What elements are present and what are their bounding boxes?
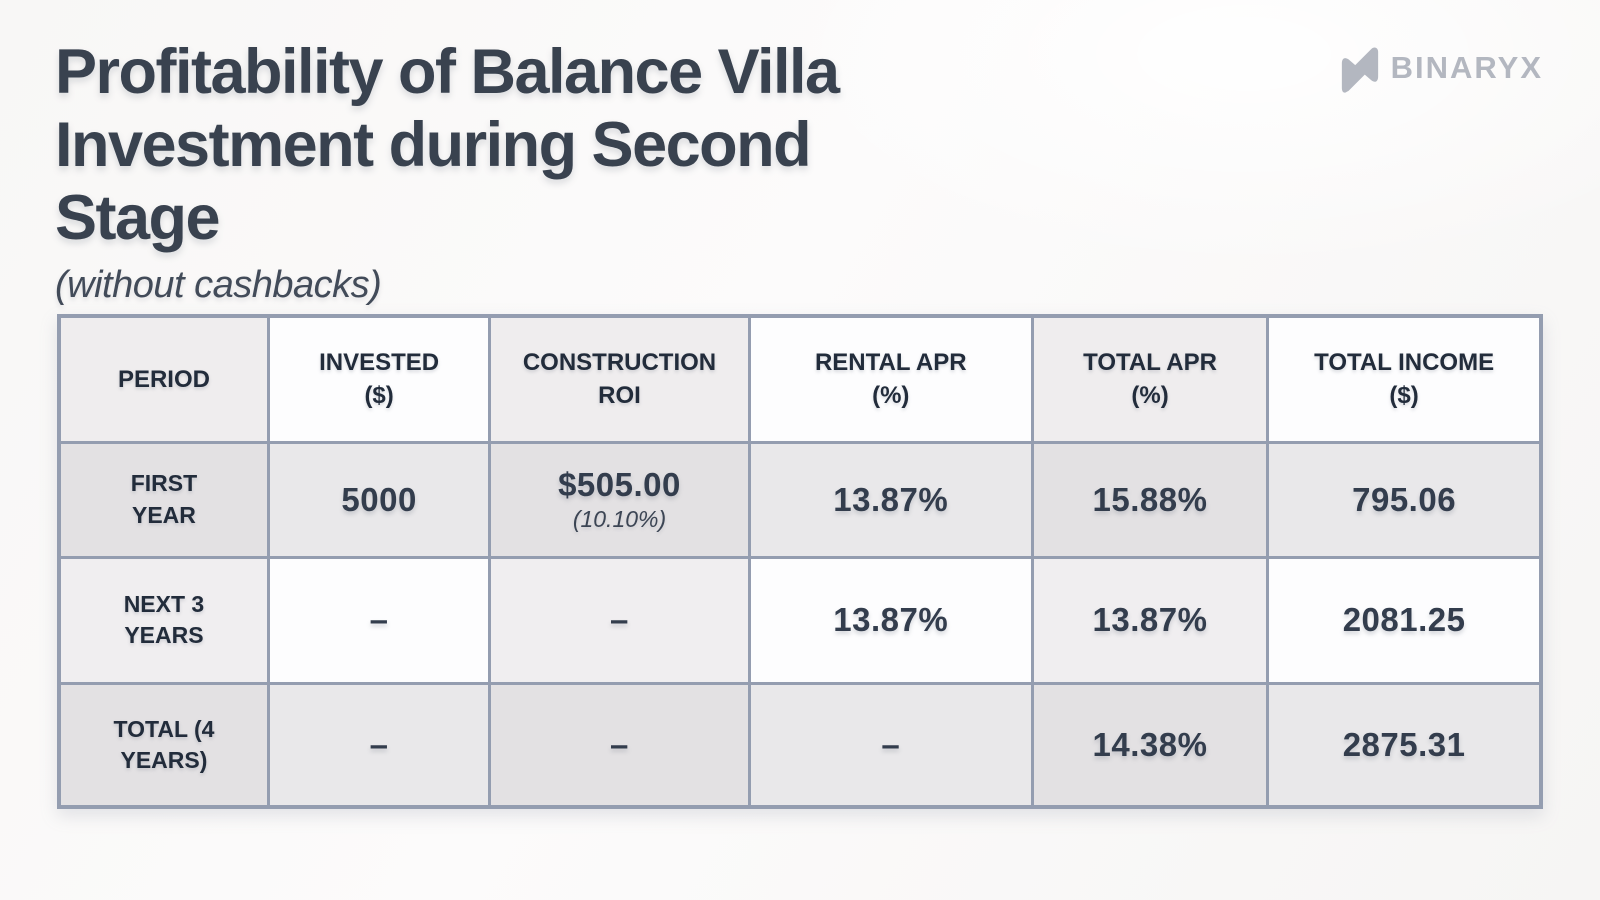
cell-invested: 5000 bbox=[266, 440, 492, 559]
table-header-row: PERIOD INVESTED ($) CONSTRUCTION ROI REN… bbox=[57, 314, 1543, 444]
cell-total-apr: 15.88% bbox=[1030, 440, 1270, 559]
table-row-first-year: FIRST YEAR 5000 $505.00 (10.10%) 13.87% bbox=[57, 440, 1543, 559]
cell-construction-roi: $505.00 (10.10%) bbox=[488, 440, 751, 559]
profitability-table: PERIOD INVESTED ($) CONSTRUCTION ROI REN… bbox=[57, 314, 1543, 809]
header-cell-construction-roi: CONSTRUCTION ROI bbox=[488, 314, 751, 444]
cell-value: 2875.31 bbox=[1342, 725, 1466, 763]
cell-construction-roi: – bbox=[488, 555, 751, 685]
period-label: TOTAL (4 bbox=[113, 715, 215, 742]
cell-invested: – bbox=[266, 555, 492, 685]
header-text: (%) bbox=[1131, 382, 1169, 410]
cell-value: $505.00 bbox=[558, 466, 681, 503]
cell-construction-roi: – bbox=[488, 681, 751, 809]
page-title-line-2: Investment during Second bbox=[55, 110, 812, 180]
cell-rental-apr: 13.87% bbox=[747, 555, 1034, 685]
header-text: PERIOD bbox=[117, 365, 210, 393]
cell-period: NEXT 3 YEARS bbox=[57, 555, 270, 685]
header-text: TOTAL INCOME bbox=[1314, 349, 1495, 377]
table-row-next-3-years: NEXT 3 YEARS – – 13.87% 13.87% bbox=[57, 555, 1543, 685]
binaryx-flag-icon bbox=[1341, 47, 1378, 93]
header-text: TOTAL APR bbox=[1083, 349, 1217, 377]
page-title: Profitability of Balance Villa Investmen… bbox=[55, 36, 1055, 255]
profitability-table-wrapper: PERIOD INVESTED ($) CONSTRUCTION ROI REN… bbox=[57, 314, 1543, 809]
header-text: CONSTRUCTION bbox=[522, 349, 717, 377]
period-label: YEARS bbox=[124, 622, 204, 648]
cell-value: 15.88% bbox=[1092, 480, 1208, 518]
cell-period: FIRST YEAR bbox=[57, 440, 270, 559]
header-cell-rental-apr: RENTAL APR (%) bbox=[747, 314, 1034, 444]
cell-value: 14.38% bbox=[1092, 725, 1208, 763]
header-text: INVESTED bbox=[319, 349, 440, 377]
page-title-line-3: Stage bbox=[55, 183, 221, 253]
cell-value: – bbox=[881, 725, 901, 763]
header-cell-total-income: TOTAL INCOME ($) bbox=[1266, 314, 1543, 444]
cell-value: – bbox=[610, 725, 629, 763]
table-row-total-4-years: TOTAL (4 YEARS) – – – 14.38% bbox=[57, 681, 1543, 809]
cell-rental-apr: 13.87% bbox=[747, 440, 1034, 559]
period-label: YEAR bbox=[132, 501, 196, 528]
header-cell-period: PERIOD bbox=[57, 314, 270, 444]
header-cell-invested: INVESTED ($) bbox=[266, 314, 492, 444]
cell-value: 795.06 bbox=[1352, 480, 1457, 518]
cell-subvalue: (10.10%) bbox=[572, 506, 667, 532]
cell-value: 13.87% bbox=[833, 480, 949, 518]
page-title-line-1: Profitability of Balance Villa bbox=[55, 37, 840, 107]
brand-logo: BINARYX bbox=[1339, 42, 1543, 94]
cell-total-income: 2875.31 bbox=[1266, 681, 1543, 809]
page-subtitle: (without cashbacks) bbox=[55, 264, 382, 306]
cell-total-apr: 14.38% bbox=[1030, 681, 1270, 809]
header-text: (%) bbox=[872, 382, 910, 410]
header-text: RENTAL APR bbox=[814, 349, 967, 377]
header-text: ($) bbox=[364, 382, 394, 410]
header-text: ROI bbox=[598, 382, 641, 410]
cell-period: TOTAL (4 YEARS) bbox=[57, 681, 270, 809]
cell-invested: – bbox=[266, 681, 492, 809]
cell-value: 13.87% bbox=[1092, 601, 1208, 638]
cell-total-income: 2081.25 bbox=[1266, 555, 1543, 685]
header-cell-total-apr: TOTAL APR (%) bbox=[1030, 314, 1270, 444]
cell-value: – bbox=[610, 601, 629, 638]
cell-total-apr: 13.87% bbox=[1030, 555, 1270, 685]
cell-value: – bbox=[369, 601, 389, 638]
cell-value: 5000 bbox=[341, 480, 417, 518]
header-text: ($) bbox=[1389, 382, 1419, 410]
cell-total-income: 795.06 bbox=[1266, 440, 1543, 559]
cell-value: – bbox=[369, 725, 389, 763]
period-label: NEXT 3 bbox=[123, 590, 205, 617]
cell-value: 13.87% bbox=[833, 601, 949, 638]
cell-rental-apr: – bbox=[747, 681, 1034, 809]
period-label: YEARS) bbox=[120, 746, 208, 773]
cell-value: 2081.25 bbox=[1342, 601, 1466, 638]
brand-name: BINARYX bbox=[1390, 50, 1543, 85]
period-label: FIRST bbox=[130, 470, 198, 497]
